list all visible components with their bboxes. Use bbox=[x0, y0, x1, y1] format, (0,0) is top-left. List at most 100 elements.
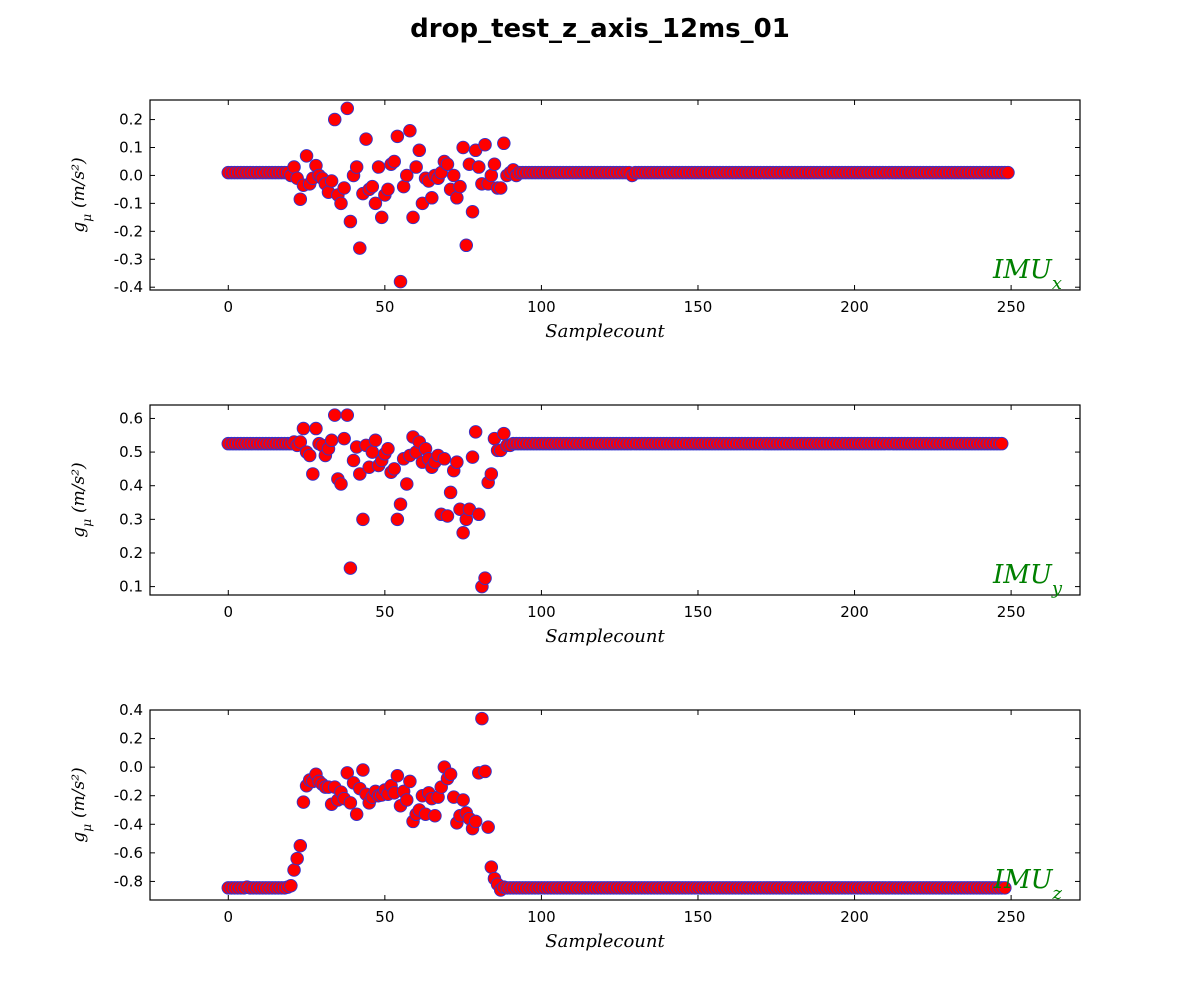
y-tick-label: 0.2 bbox=[119, 111, 143, 129]
data-point bbox=[475, 711, 489, 726]
data-point bbox=[484, 168, 499, 183]
x-tick-label: 50 bbox=[375, 298, 394, 316]
y-axis-label: gμ(m/s²) bbox=[69, 157, 94, 232]
data-point bbox=[440, 509, 455, 523]
data-point bbox=[340, 101, 355, 116]
data-point bbox=[443, 767, 458, 782]
axis-annotation: IMUx bbox=[992, 255, 1062, 294]
data-point bbox=[450, 455, 464, 469]
data-point bbox=[440, 157, 455, 172]
data-point bbox=[374, 210, 389, 225]
x-tick-label: 100 bbox=[527, 298, 556, 316]
y-tick-label: 0.1 bbox=[119, 139, 143, 157]
data-point bbox=[356, 512, 370, 527]
plot-frame bbox=[149, 99, 1081, 291]
data-point bbox=[299, 149, 314, 163]
data-point bbox=[1002, 0, 1015, 6]
data-point bbox=[293, 192, 308, 206]
data-points bbox=[221, 0, 1015, 897]
y-tick-label: 0.6 bbox=[119, 409, 143, 427]
data-point bbox=[340, 408, 355, 422]
data-point bbox=[487, 157, 502, 172]
data-point bbox=[437, 452, 452, 466]
data-point bbox=[456, 140, 470, 155]
data-point bbox=[309, 421, 323, 436]
y-tick-label: 0.1 bbox=[119, 578, 143, 596]
data-point bbox=[390, 768, 405, 783]
x-tick-label: 100 bbox=[527, 908, 556, 926]
data-point bbox=[346, 453, 361, 468]
data-point bbox=[324, 433, 339, 448]
data-point bbox=[478, 571, 492, 585]
data-point bbox=[409, 160, 423, 174]
data-point bbox=[353, 241, 367, 255]
data-point bbox=[998, 881, 1012, 895]
y-tick-label: -0.2 bbox=[114, 787, 143, 805]
data-point bbox=[293, 838, 308, 853]
data-point bbox=[343, 561, 358, 575]
data-point bbox=[1002, 0, 1015, 6]
data-point bbox=[1001, 165, 1015, 180]
data-point bbox=[456, 793, 470, 807]
data-point bbox=[493, 181, 508, 195]
y-tick-label: 0.5 bbox=[119, 443, 143, 461]
x-tick-label: 0 bbox=[224, 908, 234, 926]
x-tick-label: 150 bbox=[684, 908, 713, 926]
data-point bbox=[368, 196, 383, 211]
data-point bbox=[390, 129, 405, 144]
data-point bbox=[387, 154, 401, 169]
y-tick-label: 0.0 bbox=[119, 166, 143, 184]
data-point bbox=[453, 179, 467, 194]
data-point bbox=[456, 526, 470, 540]
x-tick-label: 150 bbox=[684, 298, 713, 316]
y-tick-label: -0.3 bbox=[114, 250, 143, 268]
x-tick-label: 250 bbox=[997, 908, 1026, 926]
x-axis-label: Samplecount bbox=[545, 931, 665, 952]
data-point bbox=[403, 774, 417, 789]
data-point bbox=[302, 448, 317, 463]
y-axis-label: gμ(m/s²) bbox=[69, 462, 94, 537]
data-point bbox=[337, 431, 351, 446]
data-point bbox=[994, 436, 1009, 451]
data-point bbox=[359, 132, 373, 146]
data-point bbox=[400, 168, 414, 183]
data-point bbox=[468, 425, 483, 439]
data-point bbox=[481, 820, 495, 834]
data-point bbox=[296, 795, 311, 809]
data-point bbox=[327, 112, 342, 127]
data-point bbox=[472, 507, 486, 522]
data-point bbox=[443, 485, 458, 500]
x-tick-label: 0 bbox=[224, 603, 234, 621]
data-point bbox=[400, 793, 414, 807]
data-point bbox=[353, 467, 367, 481]
data-point bbox=[381, 441, 395, 456]
x-tick-label: 150 bbox=[684, 603, 713, 621]
x-tick-label: 200 bbox=[840, 603, 869, 621]
data-point bbox=[387, 462, 401, 476]
data-point bbox=[287, 863, 301, 877]
data-point bbox=[368, 433, 383, 448]
data-point bbox=[450, 191, 464, 205]
y-tick-label: -0.8 bbox=[114, 872, 143, 890]
data-point bbox=[287, 160, 301, 174]
data-point bbox=[396, 179, 411, 194]
data-point bbox=[340, 766, 355, 780]
y-tick-label: 0.2 bbox=[119, 730, 143, 748]
plot-frame bbox=[149, 404, 1081, 596]
x-tick-label: 50 bbox=[375, 603, 394, 621]
data-point bbox=[465, 205, 480, 219]
axis-annotation: IMUy bbox=[992, 560, 1063, 599]
data-point bbox=[371, 160, 386, 174]
data-point bbox=[484, 860, 499, 874]
data-point bbox=[484, 467, 499, 481]
data-point bbox=[337, 181, 351, 195]
data-point bbox=[356, 763, 370, 777]
y-tick-label: 0.3 bbox=[119, 510, 143, 528]
data-points bbox=[221, 0, 1015, 594]
data-point bbox=[327, 408, 342, 422]
x-tick-label: 50 bbox=[375, 908, 394, 926]
data-point bbox=[324, 174, 339, 188]
data-point bbox=[425, 191, 439, 205]
y-tick-label: -0.6 bbox=[114, 844, 143, 862]
